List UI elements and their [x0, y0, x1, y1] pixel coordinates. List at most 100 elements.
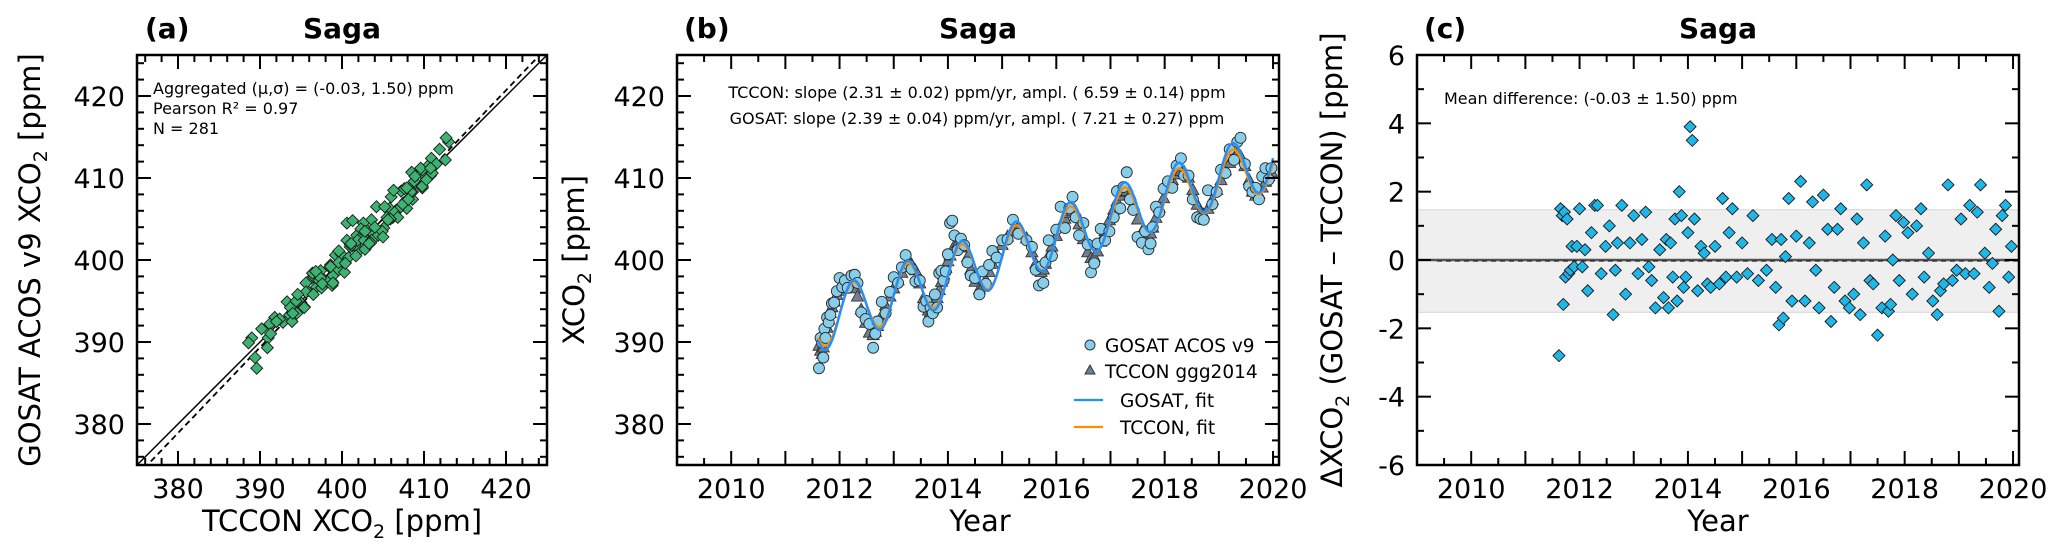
difference-point	[1802, 236, 1816, 250]
panel-b-marks	[812, 131, 1279, 375]
panel-c-xtick-label: 2012	[1545, 474, 1614, 505]
difference-point	[1860, 178, 1874, 192]
difference-point	[1730, 270, 1744, 284]
difference-point	[1941, 178, 1955, 192]
panel-b-ytick-label: 400	[613, 246, 665, 277]
gosat-point	[946, 214, 959, 227]
gosat-point	[973, 288, 986, 301]
tccon-point	[850, 289, 865, 302]
difference-point	[1782, 191, 1796, 206]
panel-b-annotation-tccon: TCCON: slope (2.31 ± 0.02) ppm/yr, ampl.…	[727, 83, 1225, 102]
gosat-point	[1073, 229, 1086, 242]
scatter-point	[306, 287, 320, 302]
scatter-point	[285, 314, 299, 329]
difference-point	[1674, 208, 1689, 223]
legend-label-gosat-acos: GOSAT ACOS v9	[1105, 336, 1255, 357]
scatter-point	[432, 142, 447, 156]
panel-a-plot-area: 380 390 400 410 420 380 390 400 410 420	[73, 53, 549, 505]
difference-point	[1676, 280, 1691, 294]
difference-point	[1889, 208, 1903, 223]
difference-point	[1926, 294, 1940, 308]
difference-point	[1905, 287, 1919, 301]
difference-point	[1992, 304, 2006, 318]
panel-a-ytick-label: 410	[73, 164, 125, 195]
difference-point	[1778, 249, 1793, 264]
difference-point	[1967, 267, 1981, 281]
scatter-point	[400, 181, 414, 195]
gosat-point	[875, 295, 888, 308]
difference-point	[1995, 208, 2009, 223]
difference-point	[1769, 280, 1783, 294]
difference-point	[1892, 273, 1906, 288]
difference-point	[1642, 260, 1656, 274]
scatter-point	[248, 350, 262, 365]
scatter-point	[362, 236, 376, 251]
panel-b-ytick-label: 420	[613, 82, 665, 113]
difference-point	[1584, 226, 1599, 240]
difference-point	[1575, 260, 1589, 274]
scatter-point	[297, 300, 311, 315]
difference-point	[1740, 267, 1755, 281]
difference-point	[1602, 219, 1616, 233]
difference-point	[1663, 236, 1678, 250]
scatter-point	[337, 265, 352, 279]
panel-a-xtick-label: 380	[152, 474, 204, 505]
difference-point	[1615, 198, 1629, 212]
difference-point	[1627, 208, 1641, 223]
panel-c-xtick-label: 2010	[1437, 474, 1506, 505]
scatter-point	[346, 214, 360, 228]
difference-point	[1989, 222, 2003, 236]
difference-point	[2002, 270, 2016, 284]
panel-a-ytick-label: 400	[73, 246, 125, 277]
difference-point	[1608, 263, 1622, 277]
difference-point	[1725, 202, 1739, 216]
difference-point	[1896, 215, 1911, 230]
legend-label-tccon-ggg: TCCON ggg2014	[1104, 362, 1258, 383]
difference-point	[1715, 191, 1730, 206]
difference-point	[1824, 314, 1838, 329]
panel-c-label: (c)	[1424, 12, 1466, 45]
difference-point	[1847, 287, 1861, 301]
panel-c-difference: (c) Saga 2010 2012 2014 2016 2018 2020 -6 -4 -2 0…	[1315, 12, 2047, 538]
panel-b-plot-area: 2010 2012 2014 2016 2018 2020 380 390 400 410 420	[613, 53, 1307, 505]
panel-b-xtick-label: 2010	[697, 474, 766, 505]
difference-point	[1776, 311, 1790, 325]
difference-point	[1834, 202, 1848, 216]
panel-c-ytick-label: -4	[1378, 383, 1405, 414]
panel-b-ytick-label: 380	[613, 410, 665, 441]
panel-a-xtick-label: 390	[234, 474, 286, 505]
panel-a-xlabel: TCCON XCO2 [ppm]	[201, 504, 482, 543]
gosat-point	[1120, 166, 1133, 179]
scatter-point	[423, 161, 438, 175]
difference-point	[1982, 280, 1996, 294]
difference-point	[1594, 267, 1608, 281]
difference-point	[1635, 232, 1649, 247]
panel-c-ytick-label: -6	[1378, 451, 1405, 482]
panel-a-scatter: (a) Saga 380 390 400 410 420380390400410420 …	[13, 12, 549, 543]
panel-c-title: Saga	[1679, 12, 1757, 45]
panel-b-ylabel: XCO2 [ppm]	[557, 175, 596, 345]
gosat-point	[1234, 131, 1247, 144]
scatter-point	[269, 314, 284, 329]
scatter-point	[414, 161, 428, 175]
gosat-point	[867, 341, 880, 354]
difference-point	[1812, 301, 1826, 315]
difference-point	[1708, 239, 1722, 253]
panel-c-plot-area: 2010 2012 2014 2016 2018 2020 -6 -4 -2 0 2 4 6	[1378, 41, 2047, 505]
gosat-point	[1088, 257, 1101, 270]
legend-label-tccon-fit: TCCON, fit	[1119, 418, 1215, 439]
difference-point	[1930, 308, 1944, 322]
difference-point	[1581, 284, 1595, 298]
difference-point	[1618, 287, 1633, 301]
panel-c-ytick-label: 0	[1388, 246, 1405, 277]
gosat-point	[828, 296, 841, 309]
difference-point	[1631, 267, 1645, 281]
panel-a-xtick-label: 420	[480, 474, 532, 505]
difference-point	[1552, 349, 1566, 363]
difference-point	[1679, 270, 1693, 284]
legend-marker-tccon-ggg	[1084, 363, 1096, 375]
difference-point	[1765, 232, 1779, 247]
difference-point	[1578, 243, 1592, 257]
difference-point	[1921, 246, 1936, 260]
difference-point	[1954, 212, 1968, 226]
